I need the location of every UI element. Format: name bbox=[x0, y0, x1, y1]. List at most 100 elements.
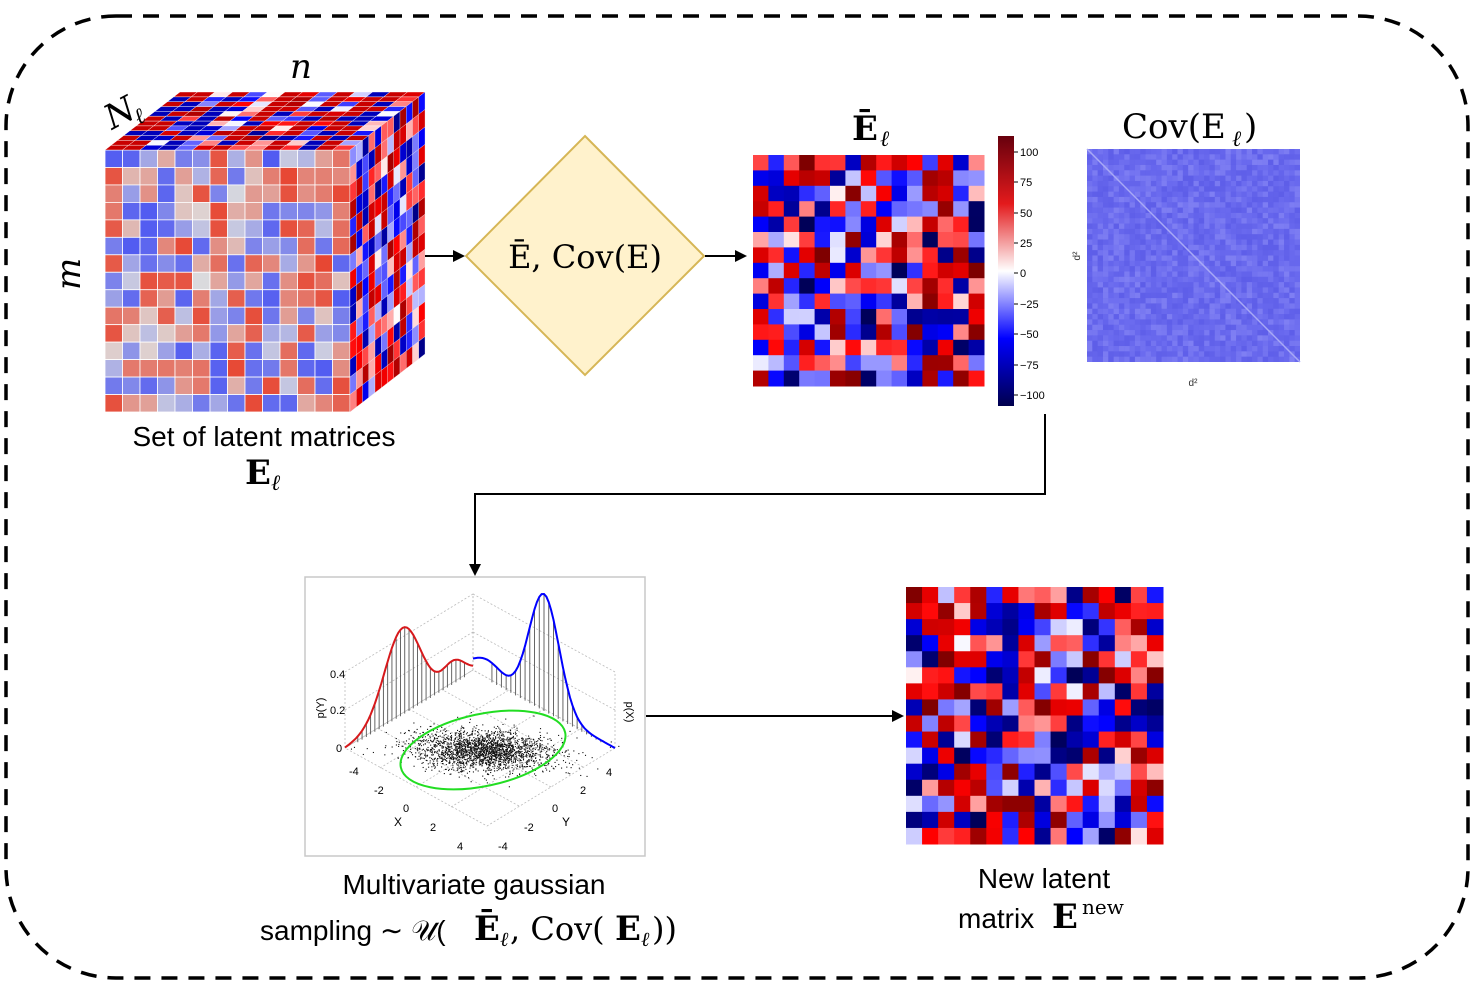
cov-cell bbox=[1182, 175, 1189, 181]
cube-cell bbox=[227, 341, 246, 360]
cov-cell bbox=[1246, 271, 1253, 277]
scatter-point bbox=[498, 752, 500, 754]
cov-cell bbox=[1225, 245, 1230, 250]
cov-cell bbox=[1108, 298, 1114, 304]
cube-cell bbox=[157, 324, 176, 343]
heatmap-cell bbox=[1130, 731, 1148, 749]
scatter-point bbox=[489, 761, 491, 763]
cube-cell bbox=[244, 201, 263, 221]
cov-cell bbox=[1214, 308, 1221, 315]
cov-cell bbox=[1289, 180, 1295, 187]
scatter-point bbox=[428, 766, 430, 768]
cov-cell bbox=[1124, 276, 1130, 283]
scatter-point bbox=[432, 753, 434, 756]
scatter-point bbox=[488, 767, 490, 769]
cov-cell bbox=[1209, 303, 1215, 309]
cov-cell bbox=[1246, 266, 1253, 272]
scatter-point bbox=[487, 730, 489, 732]
cov-cell bbox=[1134, 255, 1141, 261]
cov-cell bbox=[1209, 276, 1215, 283]
cov-cell bbox=[1236, 180, 1242, 187]
cov-cell bbox=[1135, 245, 1140, 250]
scatter-point bbox=[428, 749, 430, 751]
cov-cell bbox=[1145, 170, 1151, 176]
cov-cell bbox=[1284, 223, 1290, 229]
cov-cell bbox=[1268, 335, 1274, 341]
scatter-point bbox=[451, 739, 453, 741]
heatmap-cell bbox=[922, 216, 939, 233]
heatmap-cell bbox=[906, 683, 923, 700]
cov-cell bbox=[1124, 202, 1130, 208]
cov-cell bbox=[1278, 346, 1285, 352]
cov-cell bbox=[1102, 212, 1109, 219]
scatter-point bbox=[520, 755, 522, 757]
heatmap-cell bbox=[1114, 763, 1132, 781]
scatter-point bbox=[479, 760, 481, 762]
scatter-point bbox=[503, 751, 505, 753]
scatter-point bbox=[444, 751, 446, 753]
cov-cell bbox=[1188, 282, 1194, 288]
scatter-point bbox=[510, 754, 512, 756]
scatter-point bbox=[449, 749, 451, 751]
scatter-point bbox=[456, 748, 458, 750]
scatter-point bbox=[463, 756, 465, 758]
cov-cell bbox=[1182, 191, 1189, 197]
scatter-point bbox=[434, 757, 436, 759]
cov-cell bbox=[1294, 180, 1300, 187]
heatmap-cell bbox=[860, 293, 877, 310]
cov-cell bbox=[1209, 308, 1215, 315]
cov-cell bbox=[1193, 266, 1199, 272]
cov-cell bbox=[1145, 271, 1151, 277]
scatter-point bbox=[452, 752, 454, 754]
heatmap-cell bbox=[1066, 747, 1084, 765]
cov-cell bbox=[1177, 170, 1183, 176]
scatter-point bbox=[519, 765, 521, 767]
cov-cell bbox=[1230, 164, 1237, 171]
cov-cell bbox=[1199, 170, 1204, 175]
scatter-point bbox=[439, 744, 441, 746]
scatter-point bbox=[463, 742, 465, 744]
cov-cell bbox=[1268, 351, 1274, 357]
cov-cell bbox=[1097, 191, 1103, 197]
cube-cell bbox=[262, 271, 281, 291]
scatter-point bbox=[488, 751, 490, 753]
cov-cell bbox=[1150, 346, 1157, 352]
heatmap-cell bbox=[938, 651, 955, 668]
scatter-point bbox=[480, 761, 482, 763]
scatter-point bbox=[490, 771, 492, 774]
heatmap-cell bbox=[906, 603, 923, 620]
cube-cell bbox=[332, 201, 351, 221]
heatmap-cell bbox=[986, 587, 1003, 604]
cov-cell bbox=[1294, 314, 1300, 320]
cov-cell bbox=[1156, 223, 1162, 229]
cov-cell bbox=[1145, 308, 1151, 315]
cov-cell bbox=[1177, 255, 1183, 261]
scatter-point bbox=[495, 737, 497, 739]
scatter-point bbox=[482, 745, 484, 748]
scatter-point bbox=[561, 737, 563, 739]
scatter-point bbox=[485, 740, 487, 742]
cov-cell bbox=[1129, 186, 1135, 192]
cov-cell bbox=[1129, 351, 1135, 357]
scatter-point bbox=[458, 756, 461, 758]
scatter-point bbox=[468, 746, 470, 749]
scatter-point bbox=[473, 754, 475, 756]
cov-cell bbox=[1241, 266, 1247, 272]
cov-cell bbox=[1118, 207, 1125, 213]
cube-cell bbox=[227, 254, 246, 273]
scatter-point bbox=[512, 760, 514, 762]
cov-cell bbox=[1129, 228, 1135, 235]
cov-cell bbox=[1134, 212, 1141, 219]
heatmap-cell bbox=[1034, 683, 1052, 700]
scatter-point bbox=[521, 747, 523, 749]
scatter-point bbox=[514, 752, 516, 754]
cov-cell bbox=[1161, 212, 1167, 219]
scatter-point bbox=[499, 767, 502, 769]
cov-cell bbox=[1198, 180, 1205, 187]
scatter-point bbox=[535, 743, 537, 745]
heatmap-cell bbox=[986, 747, 1003, 765]
cov-cell bbox=[1087, 170, 1092, 175]
new-matrix-caption-line1: New latent bbox=[978, 863, 1111, 894]
cov-cell bbox=[1134, 170, 1141, 176]
cov-cell bbox=[1230, 196, 1237, 203]
